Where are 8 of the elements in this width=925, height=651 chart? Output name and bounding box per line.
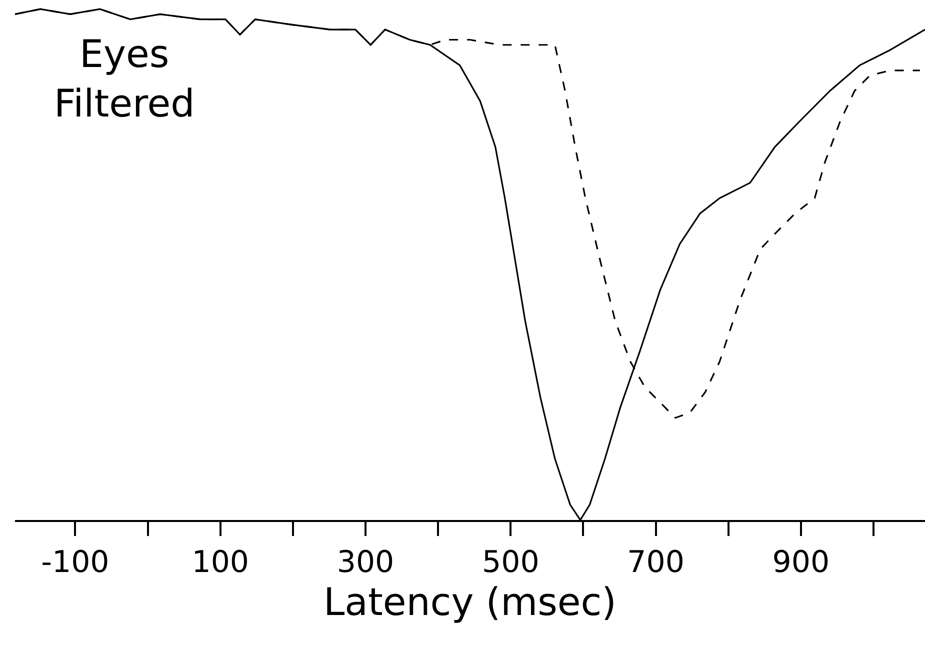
x-tick-label: 500	[482, 545, 540, 580]
text: Eyes Filtered	[54, 32, 195, 126]
x-tick-label: 300	[336, 545, 394, 580]
x-tick-label: 900	[772, 545, 830, 580]
x-tick-label: 700	[627, 545, 684, 580]
x-tick-label: 100	[192, 545, 250, 580]
x-tick-label: -100	[41, 545, 110, 580]
x-axis-title: Latency (msec)	[323, 580, 617, 624]
